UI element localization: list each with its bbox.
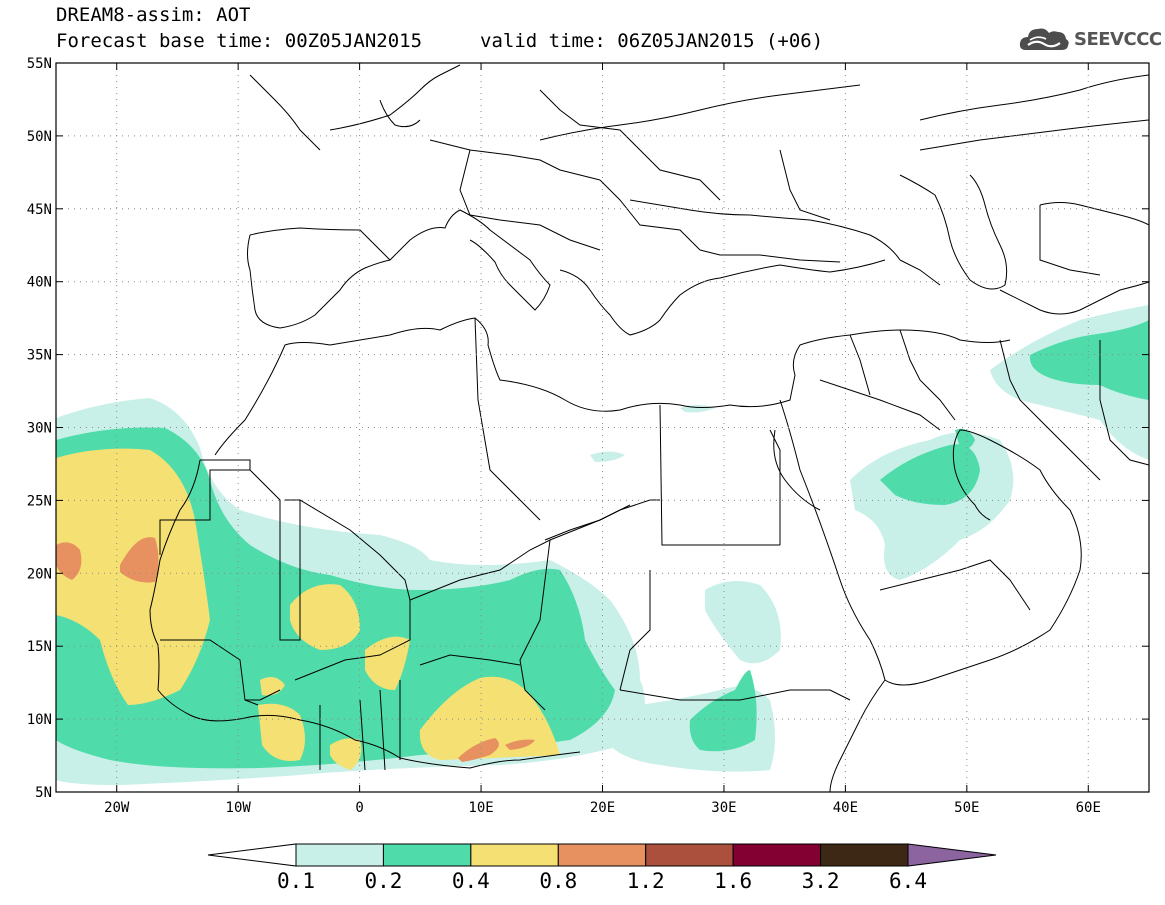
colorbar-swatch: [470, 843, 559, 867]
longitude-axis: 20W 10W 0 10E 20E 30E 40E 50E 60E: [104, 63, 1101, 816]
lon-tick-label: 10E: [468, 800, 493, 816]
colorbar-label: 0.4: [452, 869, 490, 893]
colorbar-swatch: [382, 843, 472, 867]
colorbar-label: 1.2: [627, 869, 665, 893]
latitude-axis: 55N 50N 45N 40N 35N 30N 25N 20N 15N 10N 5N: [27, 56, 1149, 801]
colorbar-label: 0.2: [364, 869, 402, 893]
valid-time: valid time: 06Z05JAN2015 (+06): [480, 30, 824, 52]
lon-tick-label: 20E: [590, 800, 615, 816]
lat-tick-label: 5N: [35, 785, 52, 801]
map-title: DREAM8-assim: AOT: [56, 4, 251, 26]
cloud-icon: [1019, 28, 1069, 50]
colorbar-swatch: [732, 843, 822, 867]
colorbar: 0.1 0.2 0.4 0.8 1.2 1.6 3.2 6.4: [207, 843, 997, 893]
lon-tick-label: 0: [355, 800, 363, 816]
colorbar-swatch: [295, 843, 384, 867]
aot-shading: [56, 305, 1149, 785]
lat-tick-label: 50N: [27, 129, 52, 145]
colorbar-swatch: [645, 843, 734, 867]
colorbar-label: 0.8: [539, 869, 577, 893]
logo-text: SEEVCCC: [1074, 28, 1162, 50]
lon-tick-label: 10W: [226, 800, 252, 816]
forecast-base-time: Forecast base time: 00Z05JAN2015: [56, 30, 423, 52]
graticule-grid: [56, 63, 1149, 792]
lat-tick-label: 25N: [27, 493, 52, 509]
lat-tick-label: 30N: [27, 421, 52, 437]
colorbar-high-triangle: [907, 843, 997, 867]
lat-tick-label: 35N: [27, 348, 52, 364]
colorbar-swatch: [557, 843, 647, 867]
lat-tick-label: 55N: [27, 56, 52, 72]
lat-tick-label: 40N: [27, 275, 52, 291]
lat-tick-label: 10N: [27, 712, 52, 728]
lon-tick-label: 20W: [104, 800, 130, 816]
colorbar-label: 0.1: [277, 869, 315, 893]
lon-tick-label: 30E: [711, 800, 736, 816]
colorbar-label: 3.2: [802, 869, 840, 893]
aot-band-0.8-1.2: [56, 537, 535, 762]
seevccc-logo: SEEVCCC: [1018, 22, 1162, 56]
colorbar-label: 6.4: [889, 869, 927, 893]
lat-tick-label: 20N: [27, 566, 52, 582]
colorbar-label: 1.6: [714, 869, 752, 893]
lon-tick-label: 40E: [833, 800, 858, 816]
lat-tick-label: 15N: [27, 639, 52, 655]
lon-tick-label: 50E: [954, 800, 979, 816]
coastlines: [149, 64, 1149, 792]
country-borders: [159, 89, 1149, 771]
lon-tick-label: 60E: [1076, 800, 1101, 816]
colorbar-low-triangle: [207, 843, 297, 867]
colorbar-swatch: [820, 843, 909, 867]
lat-tick-label: 45N: [27, 202, 52, 218]
